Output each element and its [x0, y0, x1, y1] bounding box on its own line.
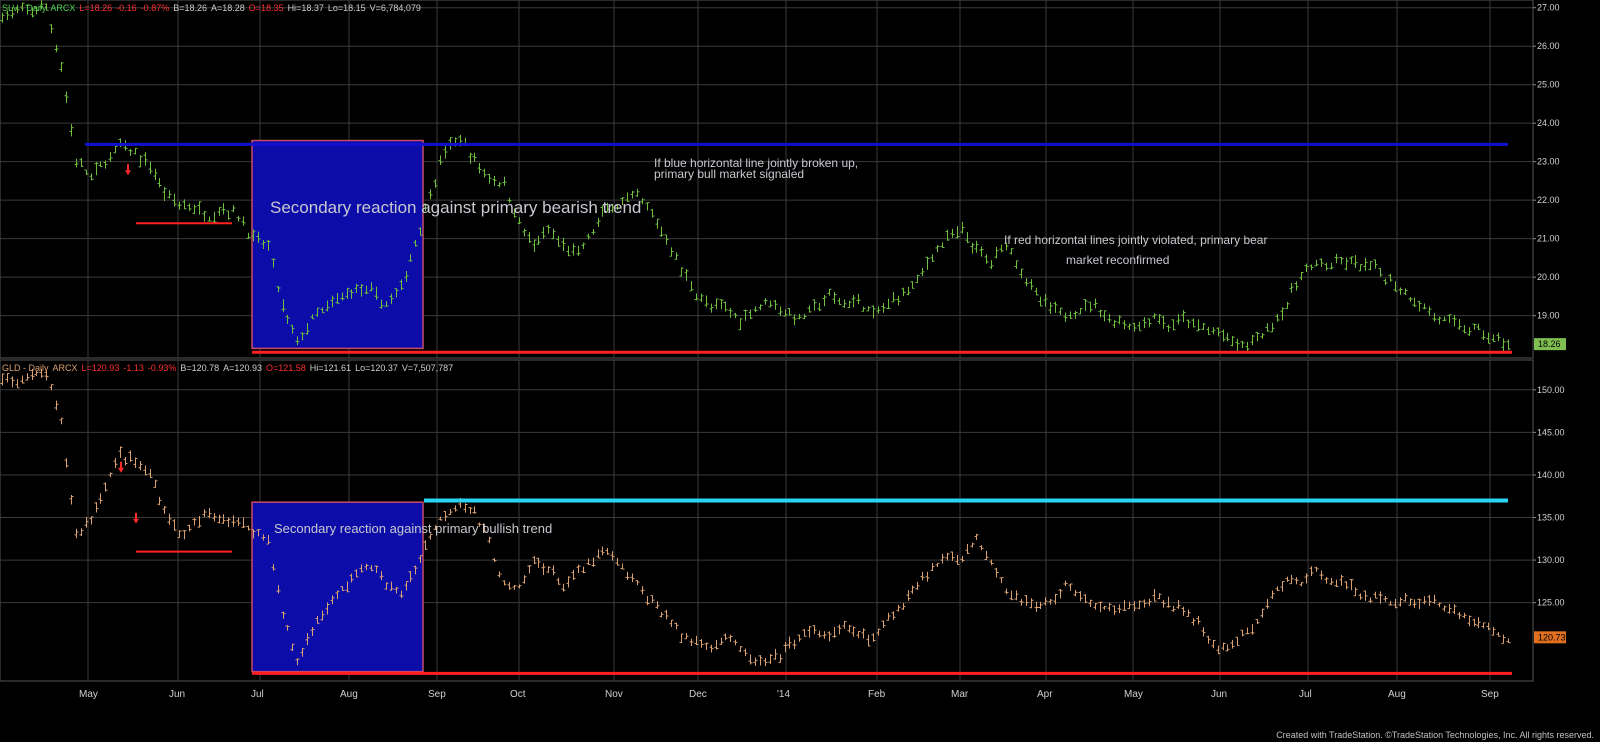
last-price-label: 18.26 — [1538, 339, 1561, 349]
gld-box-annotation: Secondary reaction against primary bulli… — [274, 521, 553, 536]
slv-ask: A=18.28 — [211, 3, 245, 13]
y-tick-label: 23.00 — [1537, 157, 1560, 167]
x-tick-label: Aug — [1388, 689, 1406, 700]
slv-bid: B=18.26 — [173, 3, 207, 13]
gld-low: Lo=120.37 — [355, 363, 398, 373]
slv-change: -0.16 — [116, 3, 137, 13]
x-tick-label: Nov — [605, 689, 623, 700]
red-line-annotation-2: market reconfirmed — [1066, 253, 1170, 267]
x-tick-label: Sep — [1481, 689, 1499, 700]
x-tick-label: '14 — [777, 689, 790, 700]
last-price-tag — [1534, 631, 1566, 644]
panel-frame — [0, 359, 1534, 682]
x-tick-label: May — [79, 689, 98, 700]
slv-volume: V=6,784,079 — [369, 3, 421, 13]
x-tick-label: Oct — [510, 689, 526, 700]
gld-volume: V=7,507,787 — [401, 363, 454, 373]
horizontal-levels — [85, 142, 1512, 675]
slv-box-annotation: Secondary reaction against primary beari… — [270, 198, 642, 217]
blue-line-annotation-2: primary bull market signaled — [654, 167, 805, 181]
gld-high: Hi=121.61 — [309, 363, 352, 373]
x-tick-label: Apr — [1037, 689, 1053, 700]
down-arrow-head — [118, 467, 124, 473]
down-arrow-head — [133, 518, 139, 524]
y-tick-label: 25.00 — [1537, 80, 1560, 90]
slv-open: O=18.35 — [248, 3, 284, 13]
x-tick-label: Jun — [1211, 689, 1227, 700]
y-tick-label: 135.00 — [1537, 513, 1565, 523]
price-axes: 19.00 20.00 21.00 22.00 23.00 24.00 25.00 26.00… — [1533, 3, 1566, 644]
x-tick-label: Aug — [340, 689, 358, 700]
slv-symbol: SLV - Daily — [2, 3, 47, 13]
grid-lines — [0, 0, 1534, 682]
gld-symbol: GLD - Daily — [2, 363, 49, 373]
x-tick-label: Dec — [689, 689, 707, 700]
y-tick-label: 140.00 — [1537, 470, 1565, 480]
reaction-box — [251, 139, 424, 350]
y-tick-label: 19.00 — [1537, 311, 1560, 321]
slv-change-pct: -0.87% — [140, 3, 170, 13]
gld-header: GLD - Daily ARCX L=120.93 -1.13 -0.93% B=120.… — [2, 363, 457, 373]
gld-change: -1.13 — [123, 363, 144, 373]
gld-last: L=120.93 — [81, 363, 120, 373]
last-price-label: 120.73 — [1538, 632, 1566, 642]
slv-header: SLV - Daily ARCX L=18.26 -0.16 -0.87% B=18.26… — [2, 3, 425, 13]
y-tick-label: 22.00 — [1537, 195, 1560, 205]
x-tick-label: Jul — [251, 689, 264, 700]
y-tick-label: 26.00 — [1537, 41, 1560, 51]
reaction-box — [251, 501, 424, 673]
y-tick-label: 20.00 — [1537, 272, 1560, 282]
x-tick-label: Jul — [1299, 689, 1312, 700]
x-tick-label: May — [1124, 689, 1143, 700]
y-tick-label: 145.00 — [1537, 427, 1565, 437]
gld-open: O=121.58 — [265, 363, 306, 373]
y-tick-label: 125.00 — [1537, 598, 1565, 608]
slv-last: L=18.26 — [79, 3, 113, 13]
y-tick-label: 21.00 — [1537, 234, 1560, 244]
red-line-annotation-1: If red horizontal lines jointly violated… — [1004, 233, 1268, 247]
date-axis: May Jun Jul Aug Sep Oct Nov Dec '14 Feb Mar Apr May J… — [79, 689, 1499, 700]
gld-change-pct: -0.93% — [147, 363, 177, 373]
reaction-boxes — [251, 139, 424, 673]
x-tick-label: Mar — [951, 689, 969, 700]
x-tick-label: Sep — [428, 689, 446, 700]
slv-low: Lo=18.15 — [327, 3, 366, 13]
slv-high: Hi=18.37 — [287, 3, 324, 13]
down-arrow-head — [125, 170, 131, 176]
y-tick-label: 27.00 — [1537, 3, 1560, 13]
last-price-tag — [1534, 338, 1566, 351]
slv-exchange: ARCX — [50, 3, 76, 13]
x-tick-label: Feb — [868, 689, 886, 700]
blue-line-annotation-1: If blue horizontal line jointly broken u… — [654, 156, 859, 170]
panel-frame — [0, 0, 1534, 359]
copyright-footer: Created with TradeStation. ©TradeStation… — [1276, 730, 1594, 740]
gld-ask: A=120.93 — [223, 363, 262, 373]
y-tick-label: 130.00 — [1537, 555, 1565, 565]
gld-exchange: ARCX — [52, 363, 78, 373]
y-tick-label: 24.00 — [1537, 118, 1560, 128]
y-tick-label: 150.00 — [1537, 385, 1565, 395]
x-tick-label: Jun — [169, 689, 185, 700]
gld-bid: B=120.78 — [180, 363, 220, 373]
